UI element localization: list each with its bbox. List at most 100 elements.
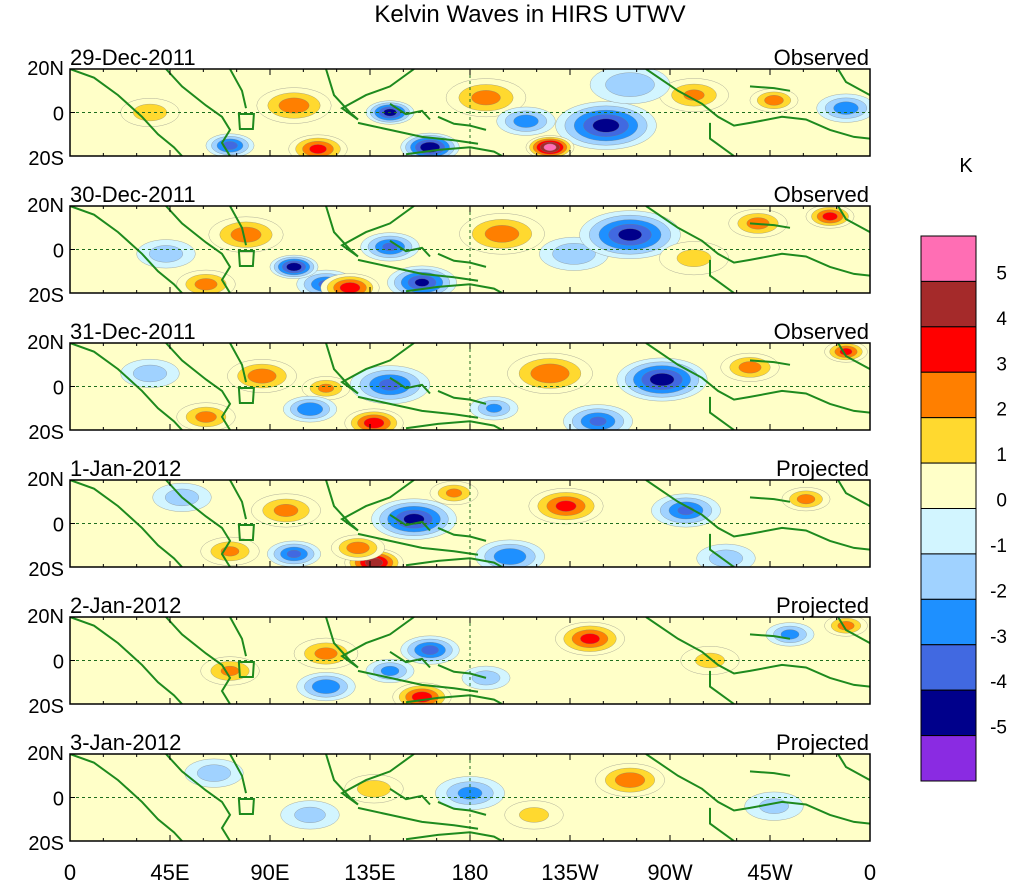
contour-level xyxy=(471,90,501,106)
anomaly-feature xyxy=(616,357,708,402)
panel-status: Observed xyxy=(774,319,869,344)
region-box xyxy=(237,524,255,541)
coastline xyxy=(837,206,870,233)
x-tick-label: 0 xyxy=(64,860,76,885)
colorbar-swatch xyxy=(920,508,977,555)
coastline xyxy=(165,343,232,430)
coastline xyxy=(70,206,183,293)
coastlines xyxy=(70,754,870,841)
anomaly-feature xyxy=(296,672,356,702)
anomaly-feature xyxy=(525,135,575,156)
y-tick-label: 20N xyxy=(27,606,64,628)
anomaly-feature xyxy=(365,658,415,683)
contour-level xyxy=(230,226,262,243)
y-tick-label: 0 xyxy=(53,515,64,537)
panel-date: 31-Dec-2011 xyxy=(70,319,196,344)
anomaly-feature xyxy=(429,481,479,506)
anomaly-feature xyxy=(528,487,604,525)
coastline xyxy=(709,670,735,704)
anomaly-feature xyxy=(256,87,332,124)
anomaly-feature xyxy=(589,69,671,105)
coastline xyxy=(645,480,870,551)
anomaly-feature xyxy=(320,273,380,293)
coastline xyxy=(645,206,870,277)
y-tick-label: 20S xyxy=(28,559,64,581)
x-tick-label: 135E xyxy=(344,860,395,885)
contour-level xyxy=(196,764,232,782)
contour-level xyxy=(833,101,859,115)
panel: 20N 0 20S 2-Jan-2012 Projected xyxy=(27,593,871,718)
coastline xyxy=(357,669,479,693)
contour-level xyxy=(378,378,402,391)
coastline xyxy=(325,617,415,669)
contour-level xyxy=(273,504,299,517)
contour-level xyxy=(493,548,527,565)
x-tick-label: 45E xyxy=(150,860,189,885)
anomaly-feature xyxy=(824,343,868,363)
contour-level xyxy=(552,243,596,265)
coastline xyxy=(229,343,247,383)
y-tick-label: 20S xyxy=(28,422,64,444)
colorbar-swatch xyxy=(920,598,977,646)
colorbar-swatch xyxy=(920,462,977,510)
panel-status: Observed xyxy=(774,182,869,207)
coastline xyxy=(749,770,791,777)
anomaly-feature xyxy=(475,539,545,567)
y-tick-label: 20S xyxy=(28,696,64,718)
anomaly-feature xyxy=(136,239,196,269)
anomaly-feature xyxy=(387,265,457,293)
x-axis: 0 45E 90E 135E 180 135W 90W 45W 0 xyxy=(64,860,876,885)
anomaly-feature xyxy=(696,543,756,567)
panel-date: 1-Jan-2012 xyxy=(70,456,181,481)
colorbar-swatch xyxy=(920,689,977,737)
colorbar-swatch xyxy=(920,553,977,600)
coastline xyxy=(70,69,183,156)
anomaly-feature xyxy=(331,534,385,562)
panel-status: Projected xyxy=(776,456,869,481)
coastline xyxy=(229,617,247,657)
contour-level xyxy=(194,278,218,291)
anomaly-feature xyxy=(555,101,657,150)
coastline xyxy=(437,663,487,679)
region-box xyxy=(237,387,255,404)
contour-level xyxy=(247,368,277,384)
y-tick-label: 0 xyxy=(53,789,64,811)
anomaly-feature xyxy=(208,216,284,253)
anomaly-feature xyxy=(293,637,359,670)
contour-level xyxy=(317,383,335,393)
contour-level xyxy=(764,95,784,106)
anomaly-feature xyxy=(469,396,519,421)
colorbar-label: 4 xyxy=(996,309,1007,330)
panels: 20N 0 20S 29-Dec-2011 Observed 20N 0 20S 30-Dec-… xyxy=(27,45,871,855)
contour-level xyxy=(363,417,385,429)
colorbar-label: -2 xyxy=(990,581,1007,602)
contour-level xyxy=(822,212,838,221)
contour-level xyxy=(314,647,338,660)
contour-level xyxy=(649,373,675,387)
colorbar-swatch xyxy=(920,371,977,419)
contour-level xyxy=(485,403,503,413)
coastline xyxy=(437,800,487,816)
coastline xyxy=(437,526,487,542)
anomaly-feature xyxy=(176,269,236,293)
colorbar-label: -5 xyxy=(990,718,1007,739)
coastline xyxy=(645,617,870,688)
contour-level xyxy=(555,500,577,512)
colorbar-label: -3 xyxy=(990,627,1007,648)
coastline xyxy=(325,206,415,258)
anomaly-feature xyxy=(251,493,321,528)
contour-level xyxy=(530,363,570,384)
anomaly-feature xyxy=(445,78,527,118)
coastline xyxy=(749,359,791,366)
anomaly-feature xyxy=(555,621,625,656)
coastline xyxy=(357,121,479,145)
y-tick-label: 20N xyxy=(27,58,64,80)
contour-level xyxy=(589,416,607,426)
y-tick-label: 0 xyxy=(53,104,64,126)
anomaly-feature xyxy=(651,493,721,528)
coastline xyxy=(437,115,487,131)
coastline xyxy=(645,69,870,140)
coastline xyxy=(709,807,735,841)
colorbar: K 5 4 3 2 1 0 -1 -2 -3 -4 -5 xyxy=(920,155,1007,782)
region-box xyxy=(237,250,255,267)
